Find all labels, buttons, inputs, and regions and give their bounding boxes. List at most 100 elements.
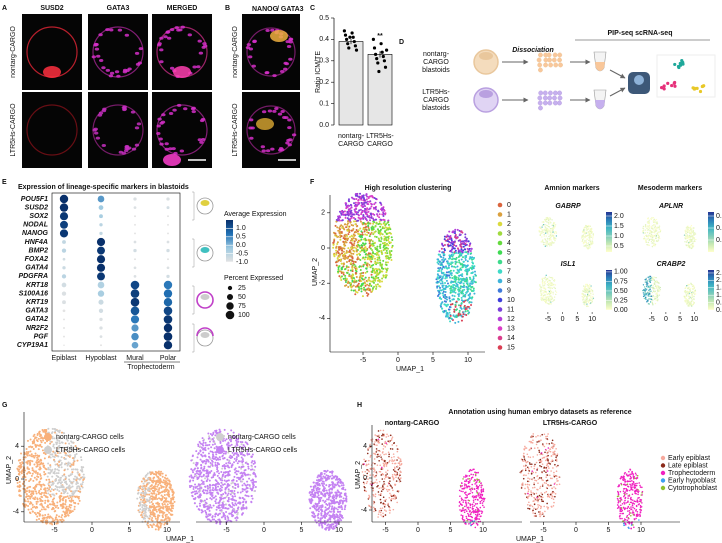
cell-dot [583,302,586,304]
cell-dot [688,236,691,238]
cell-dot [459,277,462,280]
replicate-dot [379,42,383,46]
cell-dot [379,247,382,250]
cell-dot [657,239,660,241]
cell-dot [447,257,450,260]
cell-dot [350,206,353,209]
cell-dot [370,273,373,276]
cell-dot [34,490,37,493]
column-header: SUSD2 [40,5,63,12]
cell-dot [441,286,444,289]
legend-label: 3 [507,230,511,237]
cell-dot [437,285,440,288]
cell-dot [650,298,652,300]
cell-dot [69,465,72,468]
cell-dot [470,272,473,275]
nucleus [247,55,253,59]
cell-dot [645,294,647,296]
cell-dot [449,314,452,317]
cell-dot [379,228,382,231]
cell-dot [585,291,587,294]
cell-dot [441,280,444,283]
cell-dot [58,495,61,498]
cell-dot [374,262,377,265]
expression-dot [99,326,103,330]
cell-dot [449,236,452,239]
cell-dot [473,270,476,273]
cell-dot [541,232,543,235]
cell-dot [368,200,371,203]
cell-dot [63,478,66,481]
nucleus [260,145,266,149]
cell-dot [32,490,35,493]
cell-dot [592,234,595,236]
cell-dot [364,239,367,242]
legend-label: 1 [507,211,511,218]
cell-dot [341,225,344,228]
cell-dot [24,504,27,507]
inset-dot [666,81,670,85]
cell-dot [333,239,336,242]
gene-label: SOX2 [29,213,48,220]
cell-dot [378,250,381,253]
cell-dot [650,218,653,220]
cell-dot [552,277,554,279]
cell-dot [370,276,373,279]
cell-dot [471,265,474,268]
nucleus [117,28,123,32]
cell-dot [545,226,547,229]
cell-dot [381,263,384,266]
cell-dot [581,238,584,241]
nucleus [251,64,256,68]
cell-dot [29,493,32,496]
expression-dot [166,248,170,253]
cell-dot [76,471,79,474]
cell-dot [355,212,358,215]
cell-dot [553,221,555,224]
cell-dot [342,262,345,265]
cell-dot [553,279,556,282]
cell-dot [439,264,442,267]
cell-dot [152,523,155,526]
cell-dot [347,225,350,228]
cell-dot [353,240,356,243]
cell-dot [43,428,46,431]
y-tick-label: 0.2 [319,79,329,86]
cell-dot [590,236,593,238]
cell-dot [168,519,171,522]
cell-dot [453,290,456,293]
cell-dot [76,468,79,471]
cell-dot [540,286,542,288]
replicate-dot [350,31,354,35]
nucleus [174,26,179,30]
cell-dot [646,284,648,286]
cell-dot [551,287,553,289]
cell-dot [369,222,372,225]
cell-dot [364,226,367,229]
cell-dot [448,264,451,267]
cell-dot [543,299,546,302]
cell-dot [586,228,588,230]
cell-dot [458,309,461,312]
cell-dot [684,241,686,243]
cell-dot [347,198,350,201]
cell-dot [462,286,465,289]
cell-dot [388,250,391,253]
cell-dot [457,298,460,301]
x-tick-label: 5 [575,316,579,323]
cell-dot [552,300,554,303]
cell-dot [43,491,46,494]
cell-dot [587,305,589,308]
cell-dot [43,473,46,476]
cell-dot [169,486,172,489]
nucleus [134,126,140,130]
cell-dot [20,463,23,466]
cell-dot [687,231,690,233]
cell-dot [365,198,368,201]
cell-dot [449,291,452,294]
legend-label: 13 [507,325,515,332]
legend-dot [497,250,503,255]
cell-dot [445,279,448,282]
cell-dot [683,296,686,298]
cell-dot [359,239,362,242]
